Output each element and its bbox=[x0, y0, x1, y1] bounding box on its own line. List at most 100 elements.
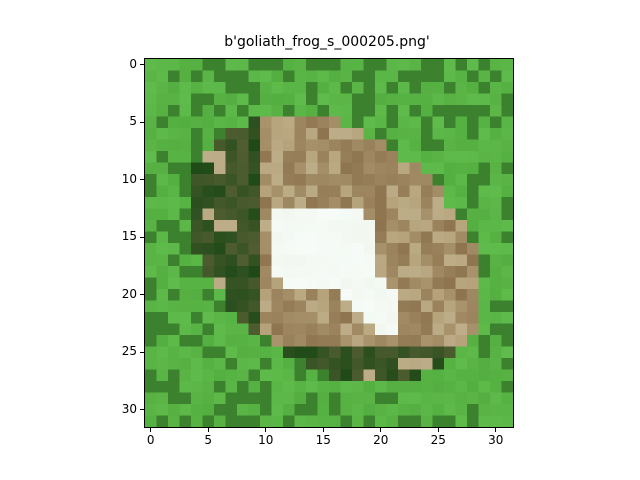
pixel bbox=[444, 300, 456, 313]
pixel bbox=[490, 335, 502, 347]
pixel bbox=[145, 369, 157, 382]
pixel bbox=[501, 415, 513, 427]
pixel bbox=[490, 162, 502, 175]
pixel bbox=[179, 105, 192, 117]
pixel bbox=[179, 381, 192, 393]
pixel bbox=[421, 82, 433, 94]
pixel bbox=[455, 300, 468, 313]
pixel bbox=[179, 243, 192, 255]
pixel bbox=[214, 128, 226, 140]
pixel bbox=[260, 231, 272, 244]
pixel bbox=[501, 162, 513, 175]
pixel bbox=[317, 116, 330, 129]
pixel bbox=[501, 59, 513, 71]
pixel bbox=[421, 139, 433, 152]
pixel bbox=[455, 289, 468, 301]
pixel bbox=[467, 335, 479, 347]
pixel bbox=[363, 312, 376, 324]
pixel bbox=[375, 289, 387, 301]
pixel bbox=[191, 220, 203, 232]
pixel bbox=[191, 243, 203, 255]
figure-title: b'goliath_frog_s_000205.png' bbox=[224, 34, 430, 50]
pixel bbox=[145, 415, 157, 427]
pixel bbox=[444, 174, 456, 186]
pixel bbox=[363, 208, 376, 221]
pixel bbox=[145, 162, 157, 175]
pixel bbox=[455, 277, 468, 290]
pixel bbox=[156, 323, 169, 336]
pixel bbox=[214, 105, 226, 117]
pixel bbox=[444, 392, 456, 405]
pixel bbox=[490, 208, 502, 221]
pixel bbox=[214, 174, 226, 186]
pixel bbox=[501, 323, 513, 336]
pixel bbox=[306, 381, 318, 393]
pixel bbox=[145, 243, 157, 255]
pixel bbox=[214, 116, 226, 129]
pixel bbox=[398, 93, 410, 106]
x-tick-mark bbox=[265, 428, 267, 432]
pixel bbox=[191, 346, 203, 359]
pixel bbox=[363, 59, 376, 71]
pixel bbox=[455, 139, 468, 152]
pixel bbox=[179, 300, 192, 313]
pixel bbox=[283, 220, 295, 232]
pixel bbox=[202, 93, 215, 106]
pixel bbox=[260, 162, 272, 175]
pixel bbox=[283, 105, 295, 117]
pixel bbox=[329, 415, 341, 427]
pixel bbox=[432, 197, 445, 209]
pixel bbox=[317, 369, 330, 382]
pixel bbox=[237, 70, 249, 83]
pixel bbox=[306, 335, 318, 347]
pixel bbox=[455, 128, 468, 140]
pixel bbox=[271, 323, 284, 336]
x-tick-label: 5 bbox=[204, 433, 213, 447]
pixel bbox=[260, 415, 272, 427]
pixel bbox=[248, 70, 261, 83]
pixel bbox=[490, 139, 502, 152]
pixel bbox=[294, 162, 307, 175]
pixel bbox=[156, 254, 169, 267]
pixel bbox=[283, 392, 295, 405]
pixel bbox=[352, 174, 364, 186]
pixel bbox=[191, 174, 203, 186]
pixel bbox=[467, 93, 479, 106]
pixel bbox=[329, 116, 341, 129]
pixel bbox=[248, 197, 261, 209]
pixel bbox=[202, 404, 215, 416]
pixel bbox=[386, 277, 399, 290]
pixel bbox=[444, 289, 456, 301]
pixel bbox=[283, 335, 295, 347]
pixel bbox=[283, 266, 295, 278]
y-tick-mark bbox=[140, 179, 144, 181]
pixel bbox=[444, 335, 456, 347]
pixel bbox=[306, 208, 318, 221]
pixel bbox=[467, 404, 479, 416]
pixel bbox=[306, 105, 318, 117]
pixel bbox=[168, 381, 180, 393]
pixel bbox=[202, 231, 215, 244]
pixel bbox=[398, 415, 410, 427]
pixel bbox=[467, 277, 479, 290]
pixel bbox=[386, 266, 399, 278]
pixel bbox=[306, 289, 318, 301]
pixel bbox=[352, 369, 364, 382]
pixel bbox=[432, 70, 445, 83]
pixel bbox=[375, 139, 387, 152]
pixel bbox=[490, 151, 502, 163]
pixel bbox=[168, 174, 180, 186]
pixel bbox=[501, 277, 513, 290]
pixel bbox=[421, 105, 433, 117]
pixel bbox=[467, 381, 479, 393]
pixel bbox=[214, 346, 226, 359]
pixel bbox=[306, 197, 318, 209]
pixel bbox=[329, 197, 341, 209]
pixel bbox=[156, 277, 169, 290]
pixel bbox=[352, 277, 364, 290]
pixel bbox=[455, 243, 468, 255]
pixel bbox=[409, 289, 422, 301]
pixel bbox=[225, 335, 238, 347]
pixel bbox=[214, 162, 226, 175]
pixel bbox=[145, 70, 157, 83]
